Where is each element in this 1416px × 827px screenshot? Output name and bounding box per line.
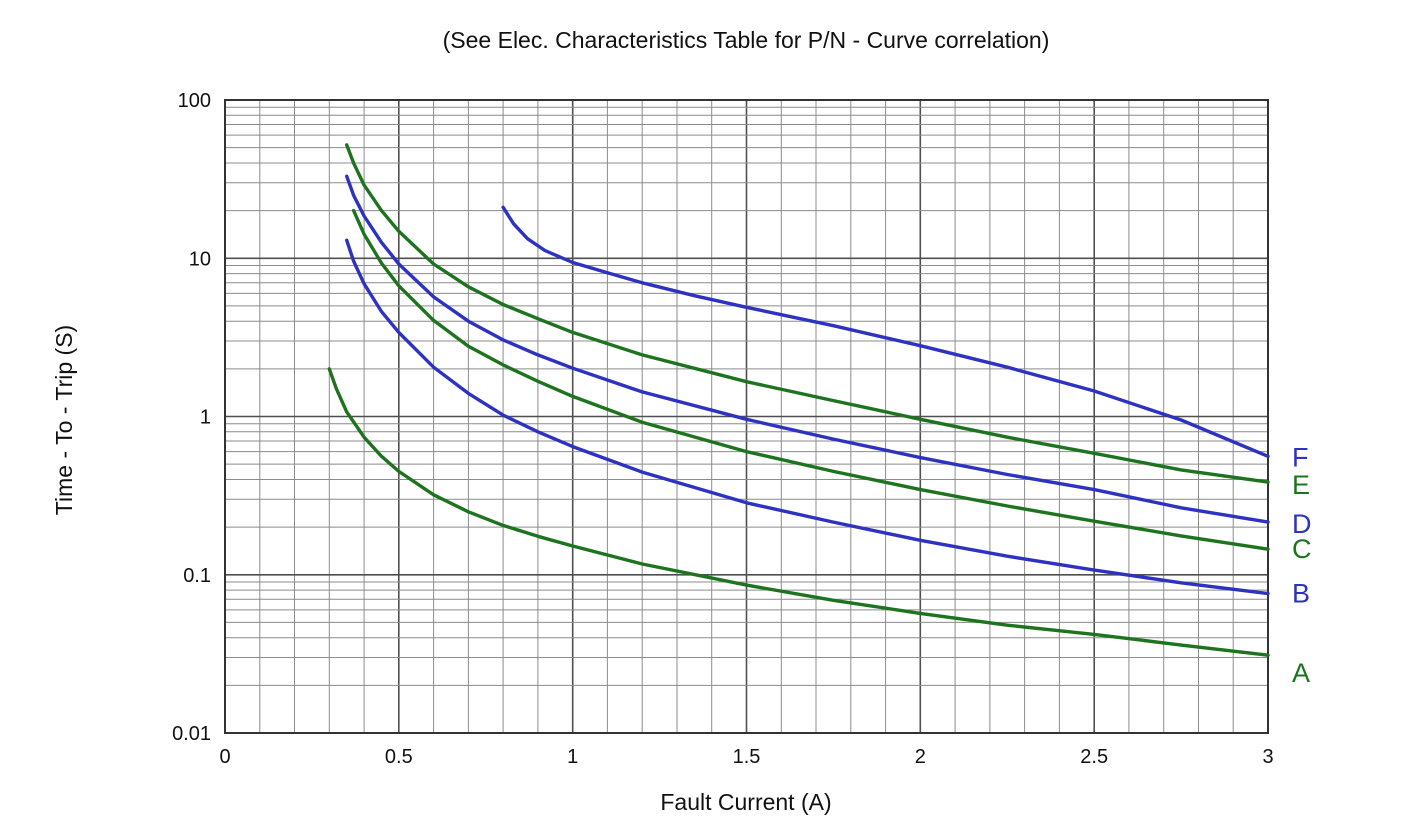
tick-labels-layer: 0 0.5 1 1.5 2 2.5 3 100 10 1 0.1 0.01 — [172, 90, 1274, 768]
x-tick-label: 2 — [915, 746, 926, 768]
curve-D — [345, 174, 1270, 524]
curves-layer — [327, 143, 1270, 657]
x-tick-label: 1.5 — [733, 746, 761, 768]
y-tick-label: 1 — [200, 407, 211, 429]
chart-title: (See Elec. Characteristics Table for P/N… — [443, 27, 1050, 53]
curve-C — [351, 208, 1270, 551]
y-axis-title: Time - To - Trip (S) — [51, 325, 77, 515]
plot-border — [224, 99, 1269, 734]
x-axis-title: Fault Current (A) — [660, 789, 831, 815]
y-tick-label: 0.01 — [172, 723, 211, 745]
series-label-C: C — [1292, 534, 1312, 564]
y-tick-label: 10 — [189, 248, 211, 270]
x-tick-label: 3 — [1262, 746, 1273, 768]
y-tick-label: 0.1 — [183, 565, 211, 587]
x-tick-label: 0 — [219, 746, 230, 768]
series-label-F: F — [1292, 443, 1309, 473]
grid-layer — [224, 99, 1269, 734]
x-tick-label: 2.5 — [1080, 746, 1108, 768]
series-label-A: A — [1292, 658, 1310, 688]
x-tick-label: 1 — [567, 746, 578, 768]
y-tick-label: 100 — [178, 90, 211, 112]
series-label-E: E — [1292, 470, 1310, 500]
curve-F — [501, 205, 1270, 458]
x-tick-label: 0.5 — [385, 746, 413, 768]
curve-E — [345, 143, 1270, 484]
series-label-B: B — [1292, 579, 1310, 609]
curve-B — [345, 238, 1270, 596]
curve-A — [327, 367, 1270, 657]
series-label-D: D — [1292, 509, 1312, 539]
